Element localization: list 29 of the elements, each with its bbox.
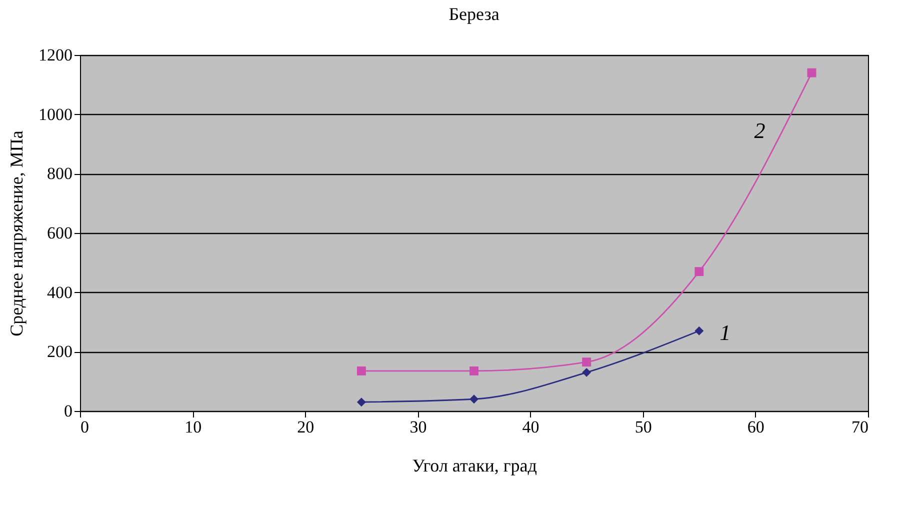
x-axis-title: Угол атаки, град: [412, 456, 537, 476]
x-tick-label: 0: [80, 418, 89, 436]
y-tick-label: 200: [47, 342, 72, 362]
y-tick-label: 1200: [38, 46, 72, 64]
point: [807, 68, 816, 78]
y-tick-label: 600: [47, 224, 72, 242]
x-tick-label: 40: [522, 418, 540, 436]
point: [582, 358, 592, 367]
point: [694, 267, 704, 276]
point: [694, 326, 704, 336]
series-label: 2: [754, 118, 766, 143]
y-tick-label: 400: [47, 282, 72, 302]
x-tick-label: 60: [747, 418, 764, 436]
y-tick-label: 1000: [38, 104, 72, 124]
y-axis-title: Среднее напряжение, МПа: [6, 130, 26, 336]
chart-title: Береза: [448, 4, 500, 24]
series-label: 1: [720, 320, 731, 345]
point: [356, 398, 366, 407]
point: [582, 368, 592, 377]
x-tick-label: 10: [184, 418, 202, 436]
x-tick-label: 70: [852, 418, 868, 436]
x-tick-label: 30: [410, 418, 427, 436]
y-tick-label: 800: [47, 164, 72, 184]
point: [470, 394, 478, 404]
point: [470, 366, 478, 376]
x-tick-label: 50: [634, 418, 652, 436]
y-tick-label: 0: [64, 402, 72, 420]
point: [356, 366, 366, 376]
x-tick-label: 20: [297, 418, 314, 436]
